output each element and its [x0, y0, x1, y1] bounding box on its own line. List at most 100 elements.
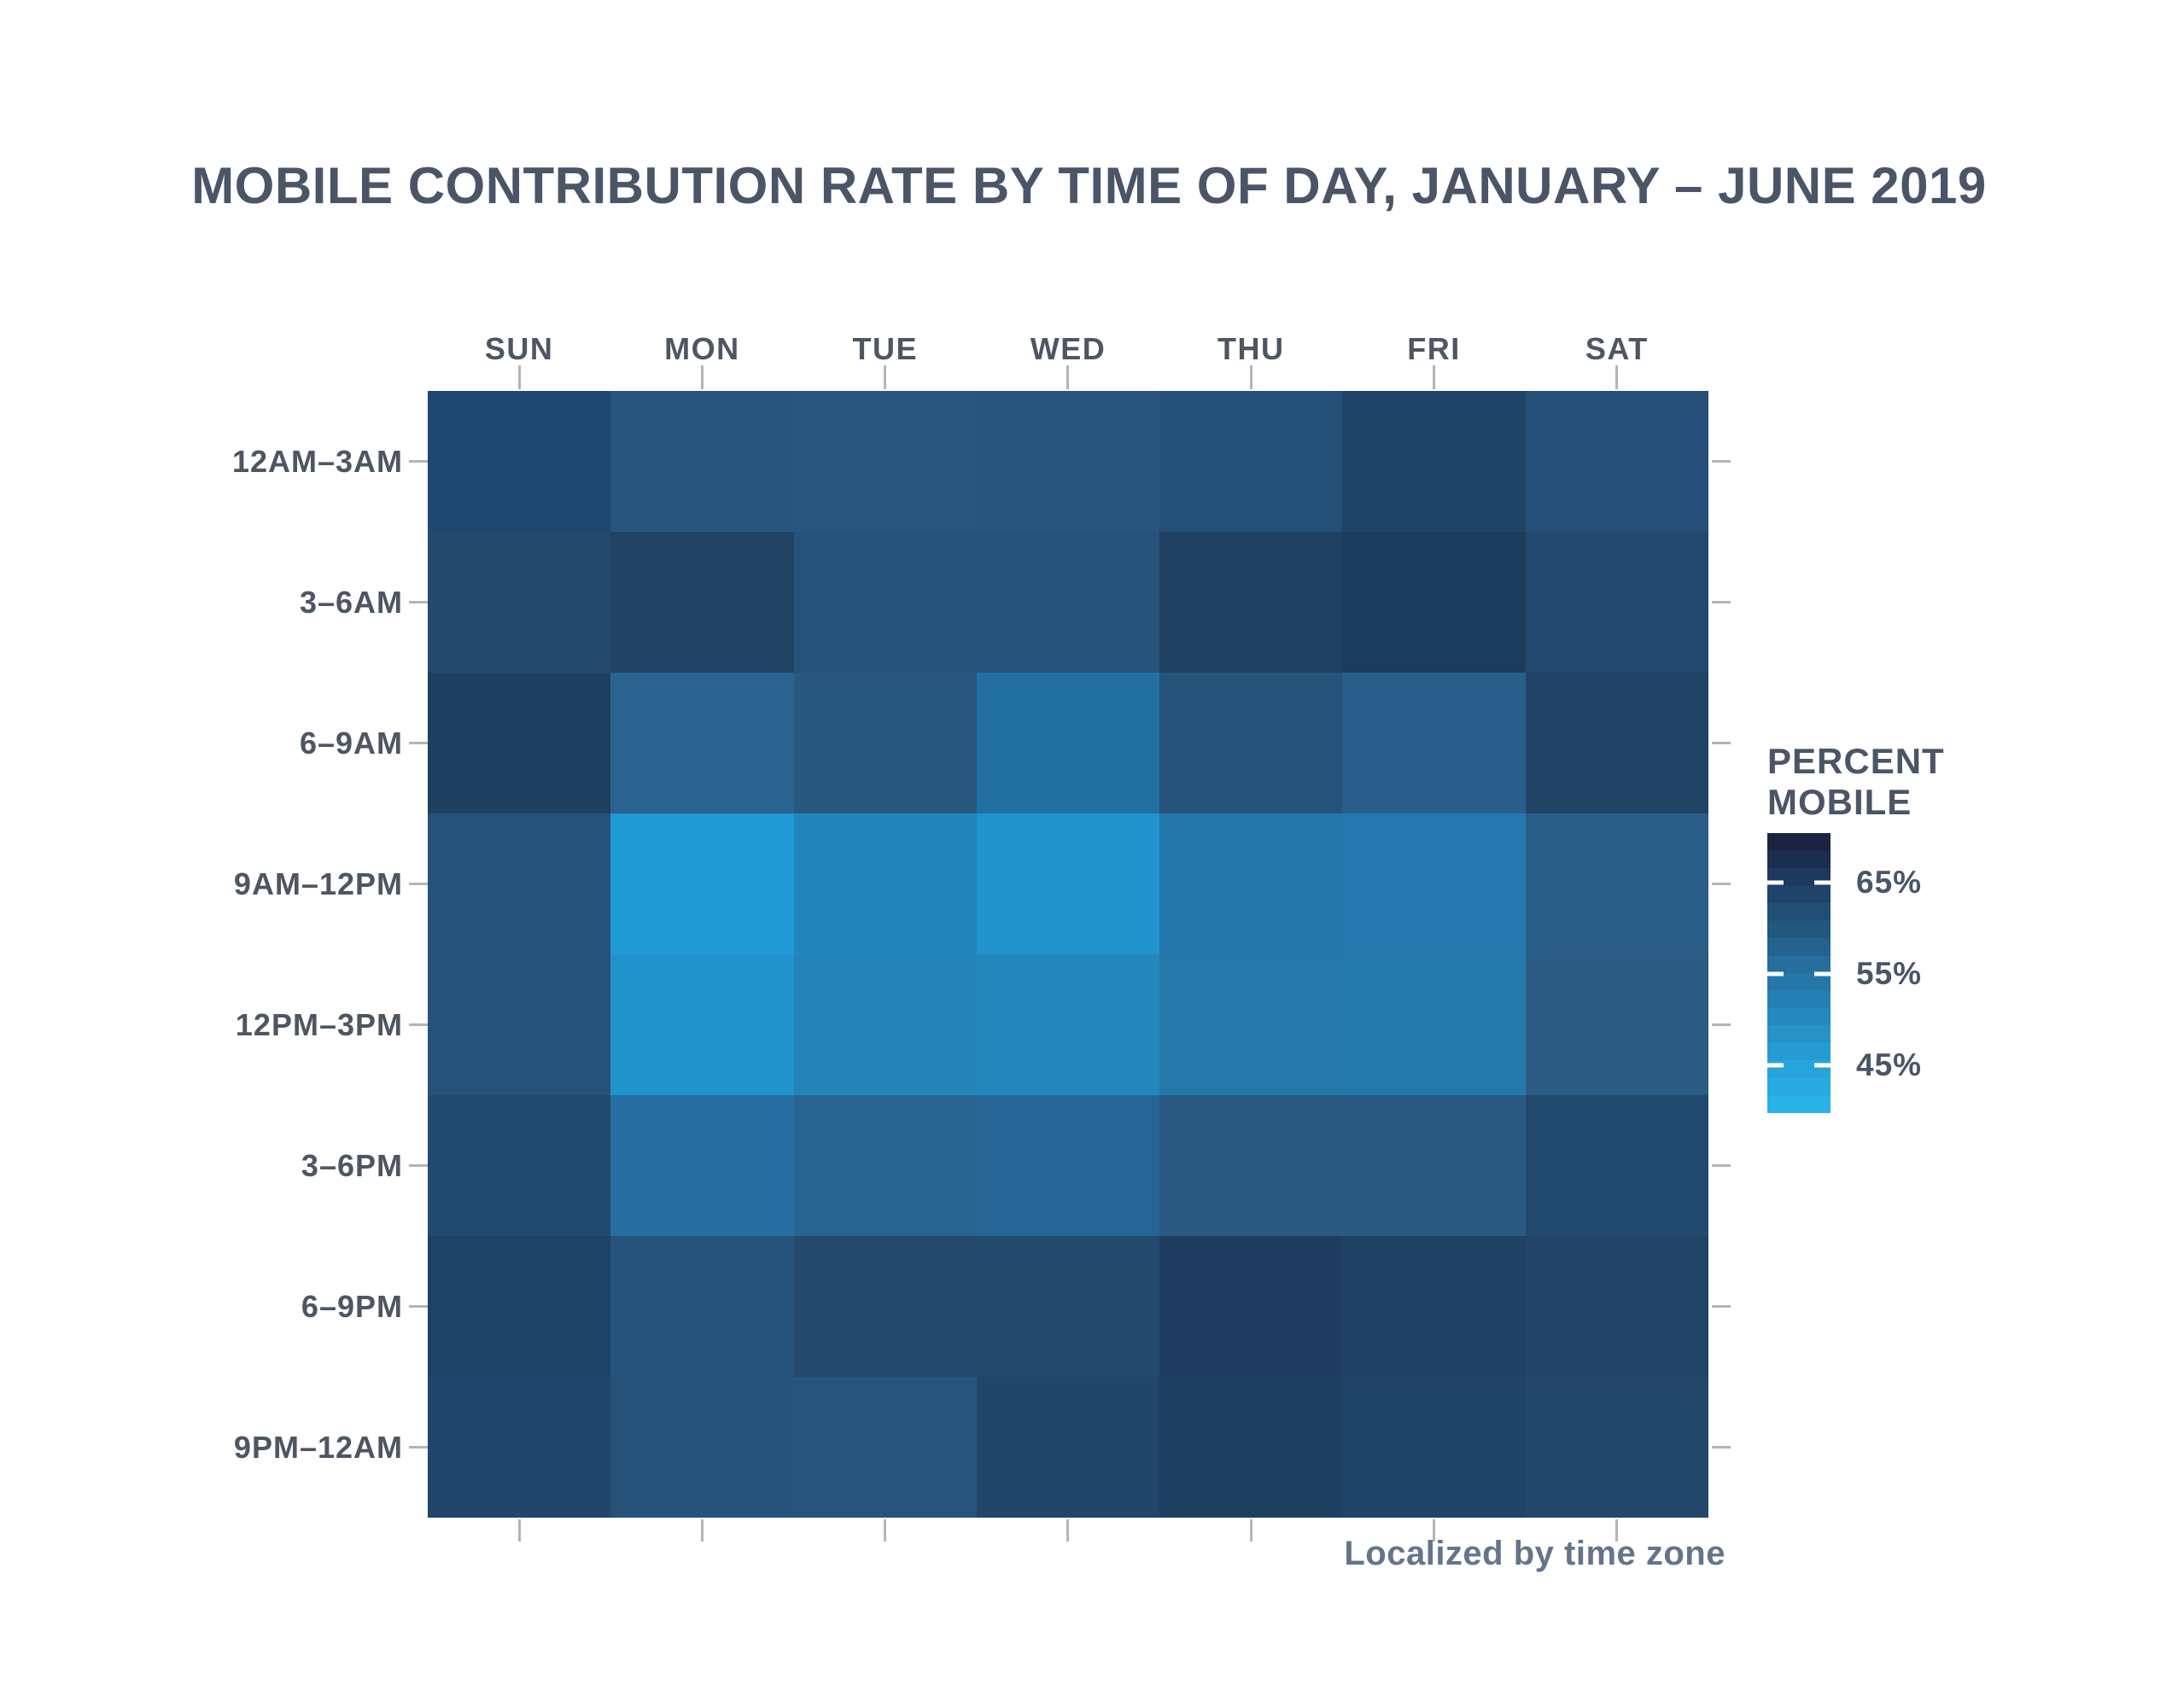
heatmap-cell [428, 1236, 611, 1377]
axis-tick [1433, 365, 1436, 389]
heatmap-cell [1525, 532, 1708, 673]
axis-tick [409, 601, 428, 603]
time-label-4: 12PM–3PM [235, 1006, 403, 1042]
day-label-sun: SUN [484, 331, 554, 366]
legend-tick-mark [1767, 971, 1784, 976]
axis-tick [1712, 460, 1731, 463]
axis-tick [1712, 1446, 1731, 1449]
heatmap-cell [428, 391, 611, 532]
heatmap-cell [428, 1095, 611, 1236]
legend: PERCENT MOBILE 65% 55% 45% [1767, 741, 2126, 1113]
time-axis: 12AM–3AM 3–6AM 6–9AM 9AM–12PM 12PM–3PM 3–6PM 6… [128, 391, 403, 1518]
chart-caption: Localized by time zone [1344, 1535, 1725, 1572]
heatmap-cell [793, 1236, 977, 1377]
axis-tick [1066, 365, 1070, 389]
heatmap-cell [1342, 1236, 1526, 1377]
heatmap-cell [1159, 1377, 1343, 1518]
heatmap-cell [976, 532, 1160, 673]
chart-title: MOBILE CONTRIBUTION RATE BY TIME OF DAY,… [191, 157, 1987, 214]
axis-tick [1615, 1519, 1619, 1542]
heatmap-cell [428, 813, 611, 954]
heatmap-cell [1342, 673, 1526, 813]
heatmap-cell [1159, 532, 1343, 673]
heatmap-cell [1159, 673, 1343, 813]
heatmap-cell [1342, 954, 1526, 1095]
day-label-sat: SAT [1585, 331, 1649, 366]
axis-tick [517, 1519, 521, 1542]
heatmap-cell [1525, 813, 1708, 954]
heatmap-cell [1159, 1095, 1343, 1236]
axis-tick [1712, 742, 1731, 744]
day-label-mon: MON [664, 331, 740, 366]
axis-tick [1249, 365, 1252, 389]
axis-tick [1712, 601, 1731, 603]
time-label-7: 9PM–12AM [233, 1429, 403, 1465]
day-label-wed: WED [1030, 331, 1107, 366]
legend-tick-mark [1767, 1063, 1784, 1068]
heatmap-cell [793, 954, 977, 1095]
day-axis: SUN MON TUE WED THU FRI SAT [428, 331, 1708, 366]
heatmap-cell [976, 673, 1160, 813]
axis-tick [884, 1519, 887, 1542]
day-label-tue: TUE [852, 331, 918, 366]
axis-tick [1066, 1519, 1070, 1542]
axis-tick [409, 460, 428, 463]
heatmap-cell [610, 391, 794, 532]
heatmap-cell [1525, 391, 1708, 532]
heatmap-cell [1159, 1236, 1343, 1377]
heatmap-cell [1159, 954, 1343, 1095]
axis-tick [1433, 1519, 1436, 1542]
axis-tick [1615, 365, 1619, 389]
time-label-6: 6–9PM [301, 1288, 403, 1324]
heatmap-cell [793, 532, 977, 673]
axis-tick [517, 365, 521, 389]
axis-tick [700, 365, 704, 389]
time-label-2: 6–9AM [299, 725, 403, 761]
day-label-fri: FRI [1407, 331, 1461, 366]
heatmap-cell [1525, 1095, 1708, 1236]
axis-tick [409, 1446, 428, 1449]
heatmap-cell [428, 532, 611, 673]
heatmap-cell [976, 1377, 1160, 1518]
heatmap-cell [1342, 1095, 1526, 1236]
axis-tick [409, 1305, 428, 1308]
heatmap-cell [610, 1377, 794, 1518]
heatmap-cell [610, 954, 794, 1095]
axis-tick [409, 883, 428, 885]
heatmap-cell [793, 1095, 977, 1236]
heatmap-cell [976, 1095, 1160, 1236]
axis-tick [409, 1023, 428, 1026]
heatmap-cell [793, 813, 977, 954]
left-tick-col [409, 391, 428, 1518]
legend-tick-label: 65% [1856, 865, 1923, 901]
heatmap-cell [428, 954, 611, 1095]
heatmap-cell [793, 673, 977, 813]
heatmap-cell [610, 673, 794, 813]
legend-tick-mark [1814, 971, 1831, 976]
bottom-tick-row [428, 1519, 1708, 1542]
axis-tick [409, 1164, 428, 1167]
legend-tick-label: 45% [1856, 1046, 1923, 1082]
heatmap-cell [1342, 813, 1526, 954]
heatmap-cell [1525, 673, 1708, 813]
heatmap-cell [976, 1236, 1160, 1377]
axis-tick [700, 1519, 704, 1542]
day-label-thu: THU [1217, 331, 1285, 366]
time-label-5: 3–6PM [301, 1147, 403, 1183]
axis-tick [1712, 1164, 1731, 1167]
axis-tick [884, 365, 887, 389]
heatmap-cell [1525, 1236, 1708, 1377]
legend-tick-mark [1814, 880, 1831, 885]
time-label-0: 12AM–3AM [231, 443, 403, 479]
heatmap-cell [610, 532, 794, 673]
axis-tick [409, 742, 428, 744]
right-tick-col [1712, 391, 1731, 1518]
legend-tick-mark [1767, 880, 1784, 885]
heatmap-cell [610, 1236, 794, 1377]
heatmap-cell [428, 1377, 611, 1518]
axis-tick [1712, 1023, 1731, 1026]
heatmap-cell [428, 673, 611, 813]
heatmap-cell [976, 813, 1160, 954]
axis-tick [1712, 1305, 1731, 1308]
